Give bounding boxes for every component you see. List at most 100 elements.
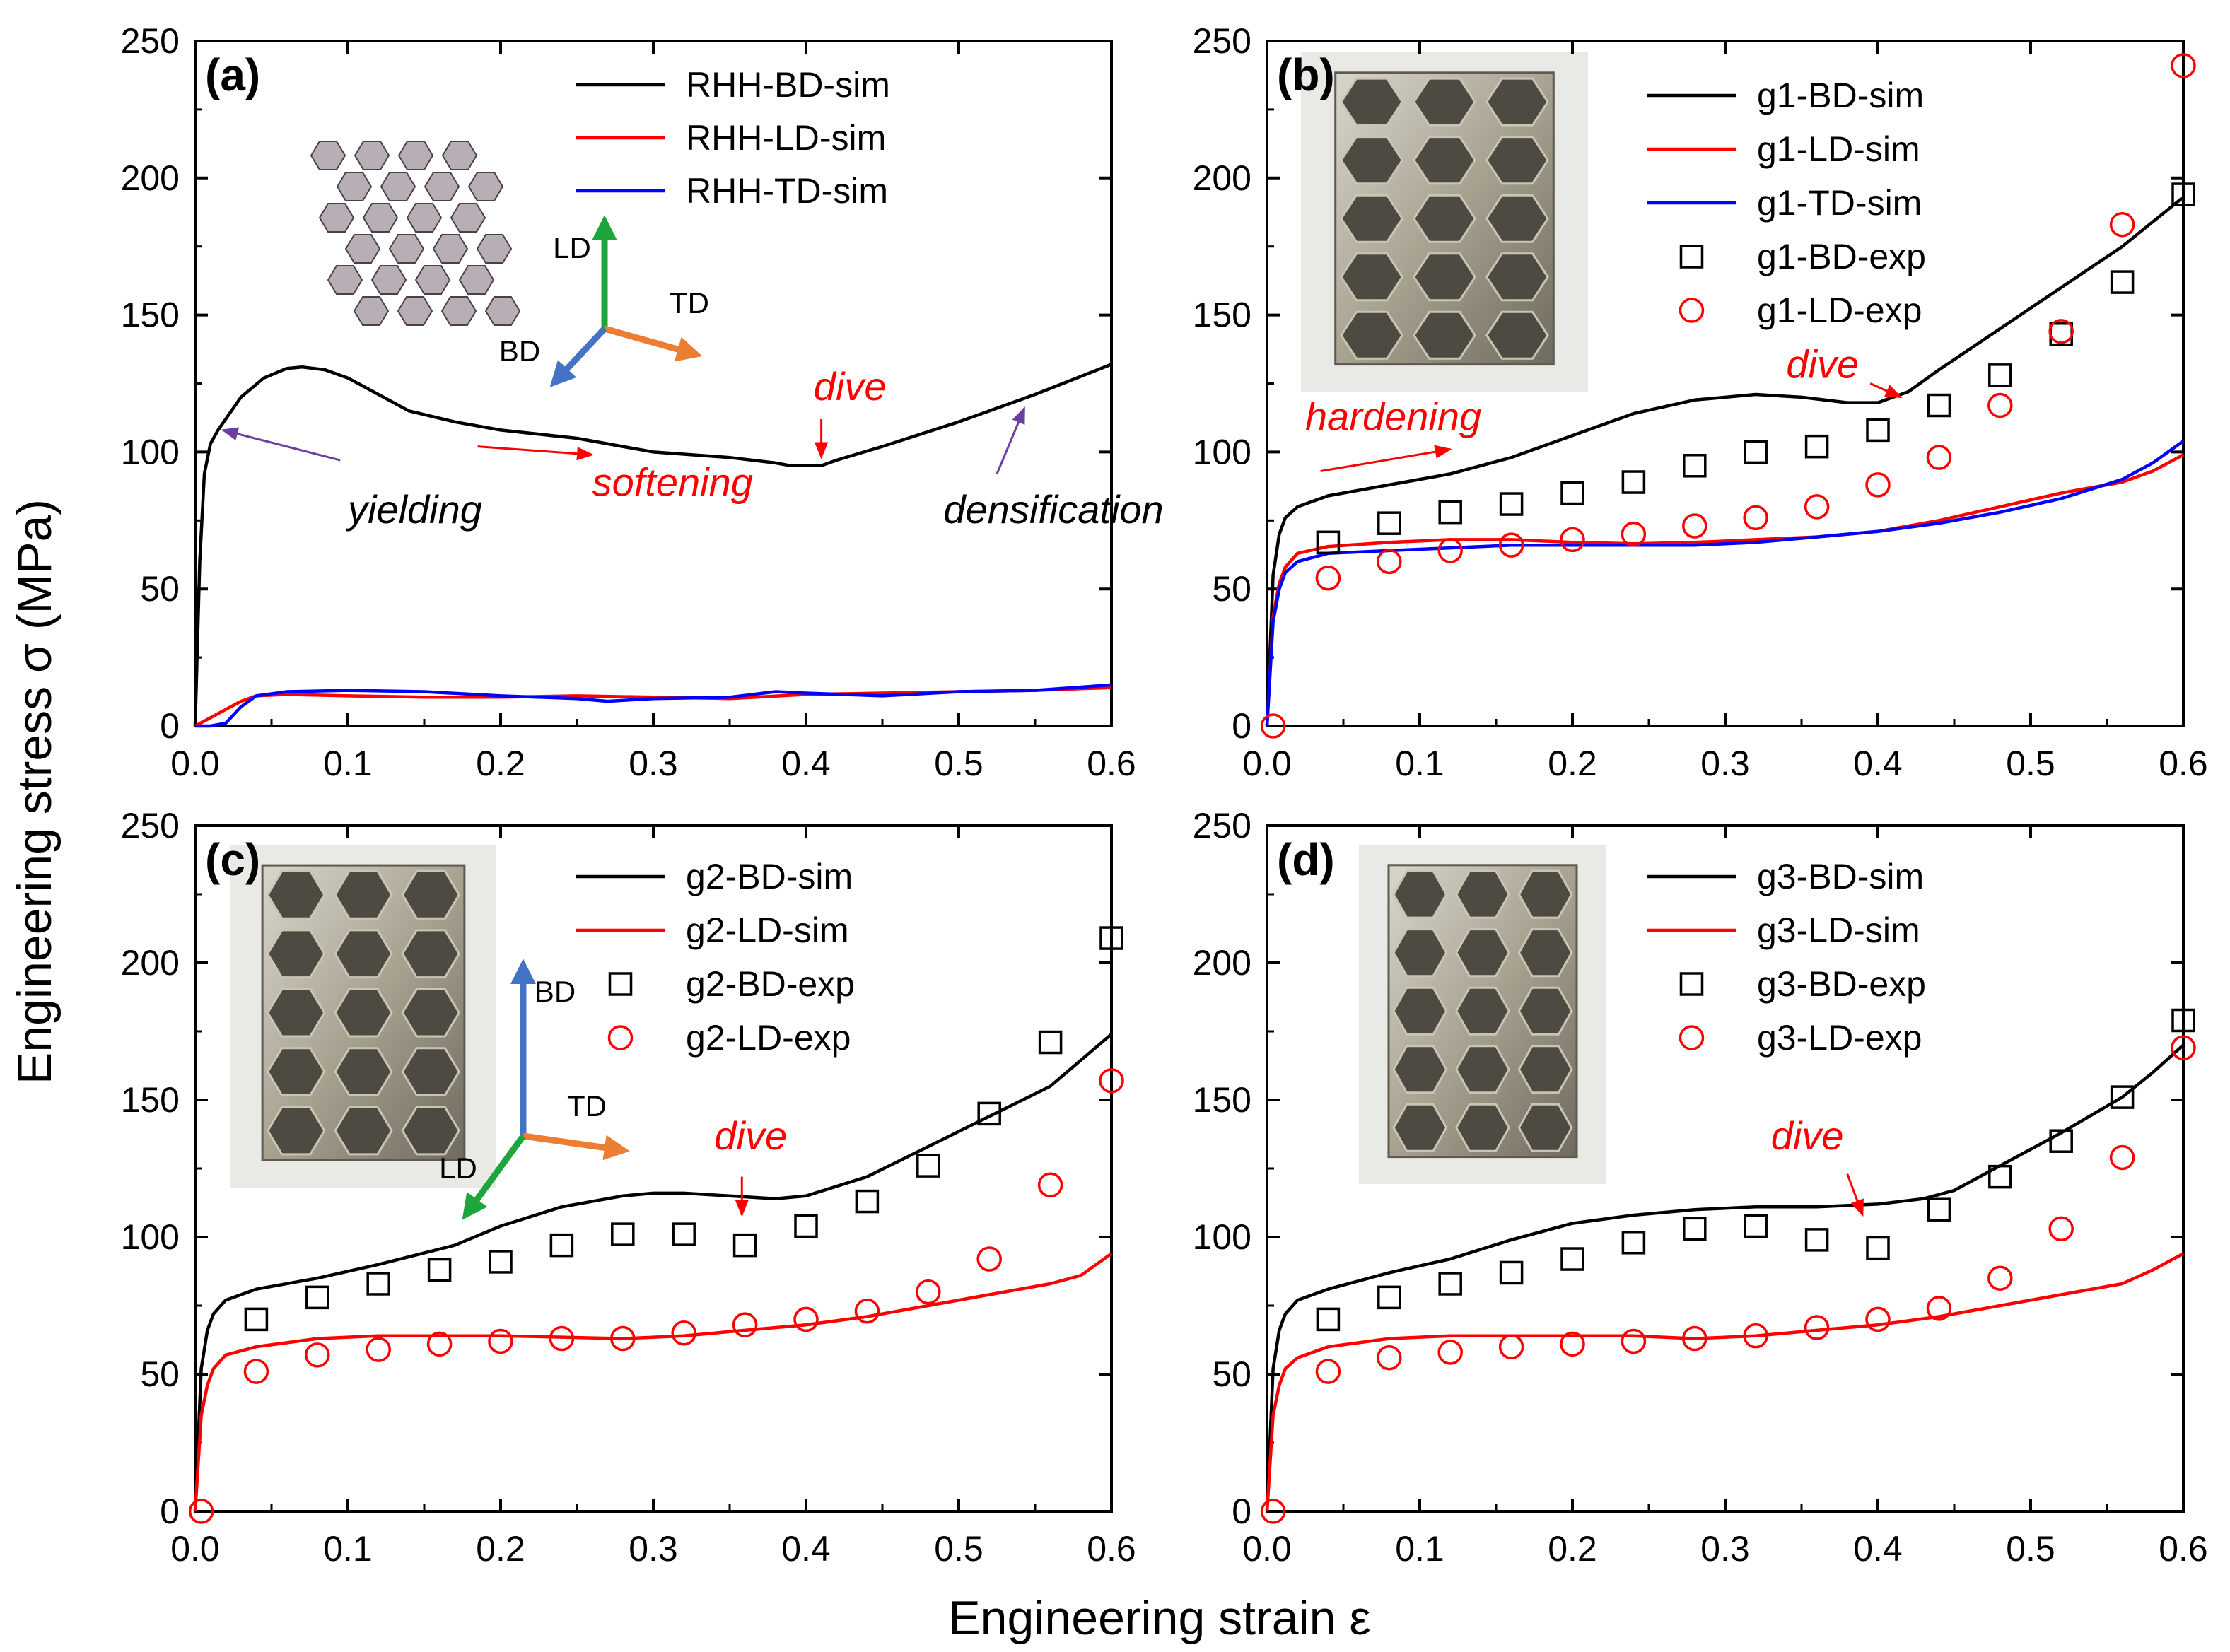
series-line	[193, 363, 1112, 727]
lattice-cell	[1413, 252, 1476, 302]
data-point-square	[1744, 1214, 1768, 1238]
honeycomb-cell	[432, 234, 469, 264]
honeycomb-cell	[458, 265, 495, 295]
data-point-circle	[916, 1279, 941, 1305]
series-g1-LD-exp	[1260, 53, 2196, 739]
legend-label: g1-BD-exp	[1757, 237, 1926, 276]
data-point-circle	[188, 1499, 214, 1524]
honeycomb-cell	[362, 203, 399, 233]
td-label: TD	[670, 286, 709, 320]
lattice-cell	[1392, 1103, 1448, 1152]
lattice-cell	[401, 988, 461, 1038]
legend-label: g1-TD-sim	[1757, 183, 1922, 223]
x-tick-label: 0.0	[170, 744, 220, 783]
lattice-cell	[1340, 252, 1404, 302]
y-tick-label: 100	[121, 1217, 180, 1257]
lattice-cell	[266, 929, 326, 979]
data-point-square	[1804, 1228, 1829, 1252]
annotation-text: densification	[943, 487, 1163, 532]
annotation-text: dive	[1786, 342, 1859, 387]
legend-swatch-circle	[607, 1025, 634, 1050]
data-point-square	[1988, 363, 2012, 387]
honeycomb-cell	[310, 141, 346, 170]
bd-label: BD	[499, 334, 540, 368]
series-g1-BD-sim	[1265, 196, 2185, 727]
annotation-text: yielding	[345, 487, 482, 532]
lattice-cell	[1485, 252, 1549, 302]
lattice-cell	[1340, 194, 1404, 243]
series-g2-LD-exp	[188, 1068, 1124, 1524]
panel-label: (a)	[205, 49, 260, 100]
series-g1-LD-sim	[1265, 453, 2185, 727]
honeycomb-cell	[484, 296, 521, 326]
annotation-arrow	[477, 445, 594, 461]
data-point-circle	[2109, 1144, 2135, 1171]
honeycomb-cell	[370, 265, 407, 295]
legend-swatch-circle	[1679, 298, 1705, 323]
data-point-circle	[1987, 1265, 2013, 1291]
data-point-square	[1683, 454, 1707, 478]
data-point-circle	[1804, 494, 1830, 520]
data-point-square	[672, 1222, 696, 1246]
data-point-square	[1621, 470, 1646, 494]
data-point-square	[1866, 1236, 1890, 1260]
legend-label: g3-LD-exp	[1757, 1018, 1922, 1058]
honeycomb-cell	[327, 265, 363, 295]
panel-label: (b)	[1277, 49, 1335, 100]
data-point-circle	[305, 1342, 330, 1368]
legend: g1-BD-sim g1-LD-sim g1-TD-sim g1-BD-exp g1-L…	[1647, 76, 1926, 330]
honeycomb-cell	[336, 172, 373, 201]
data-point-circle	[854, 1299, 880, 1324]
honeycomb-cell	[354, 141, 390, 170]
y-tick-label: 150	[1193, 295, 1251, 335]
lattice-cell	[1455, 1103, 1510, 1152]
data-point-circle	[1804, 1315, 1830, 1340]
honeycomb-cell	[388, 234, 425, 264]
y-tick-label: 200	[121, 943, 180, 983]
data-point-circle	[1377, 1345, 1402, 1371]
lattice-cell	[1413, 77, 1476, 127]
data-point-square	[2110, 270, 2135, 294]
data-point-circle	[1498, 1334, 1524, 1359]
data-point-square	[1927, 1197, 1951, 1222]
series-line	[195, 683, 1112, 728]
series-line	[193, 1252, 1113, 1512]
lattice-cell	[401, 869, 461, 920]
data-point-circle	[1743, 505, 1768, 531]
data-point-circle	[793, 1306, 819, 1332]
data-point-circle	[1987, 392, 2013, 418]
data-point-square	[305, 1285, 329, 1310]
data-point-square	[1499, 1260, 1524, 1285]
panel-c: BD TD LD 0.0 0.1 0.2 0.3 0.4 0.5 0.6 0 50 100 150 200 2…	[121, 806, 1136, 1569]
lattice-cell	[1340, 136, 1404, 185]
series-RHH-TD-sim	[195, 683, 1112, 728]
data-point-square	[794, 1214, 818, 1238]
legend-label: g2-LD-sim	[686, 910, 849, 950]
data-point-circle	[1099, 1068, 1124, 1094]
data-point-square	[366, 1272, 390, 1296]
legend: g3-BD-sim g3-LD-sim g3-BD-exp g3-LD-exp	[1647, 857, 1926, 1058]
x-tick-label: 0.1	[323, 744, 373, 783]
legend-swatch-square	[608, 972, 633, 996]
legend: g2-BD-sim g2-LD-sim g2-BD-exp g2-LD-exp	[576, 857, 855, 1058]
axis-triad: BD TD LD	[439, 959, 630, 1220]
data-point-circle	[1315, 1359, 1341, 1384]
lattice-cell	[266, 988, 326, 1038]
data-point-circle	[1865, 1306, 1891, 1332]
data-point-circle	[426, 1331, 453, 1357]
data-point-square	[2171, 182, 2195, 206]
honeycomb-cell	[397, 296, 433, 326]
data-point-circle	[1260, 713, 1286, 739]
data-point-square	[1316, 1307, 1341, 1332]
series-g3-BD-exp	[1316, 1008, 2195, 1332]
honeycomb-cell	[467, 172, 504, 201]
x-tick-label: 0.5	[934, 744, 983, 783]
x-tick-label: 0.0	[170, 1529, 220, 1569]
ld-label: LD	[439, 1152, 477, 1185]
lattice-cell	[334, 929, 393, 979]
lattice-cell	[1517, 986, 1573, 1036]
y-tick-label: 50	[1212, 1354, 1251, 1394]
data-point-square	[489, 1250, 513, 1274]
lattice-cell	[334, 1047, 393, 1096]
x-tick-label: 0.5	[934, 1529, 983, 1569]
